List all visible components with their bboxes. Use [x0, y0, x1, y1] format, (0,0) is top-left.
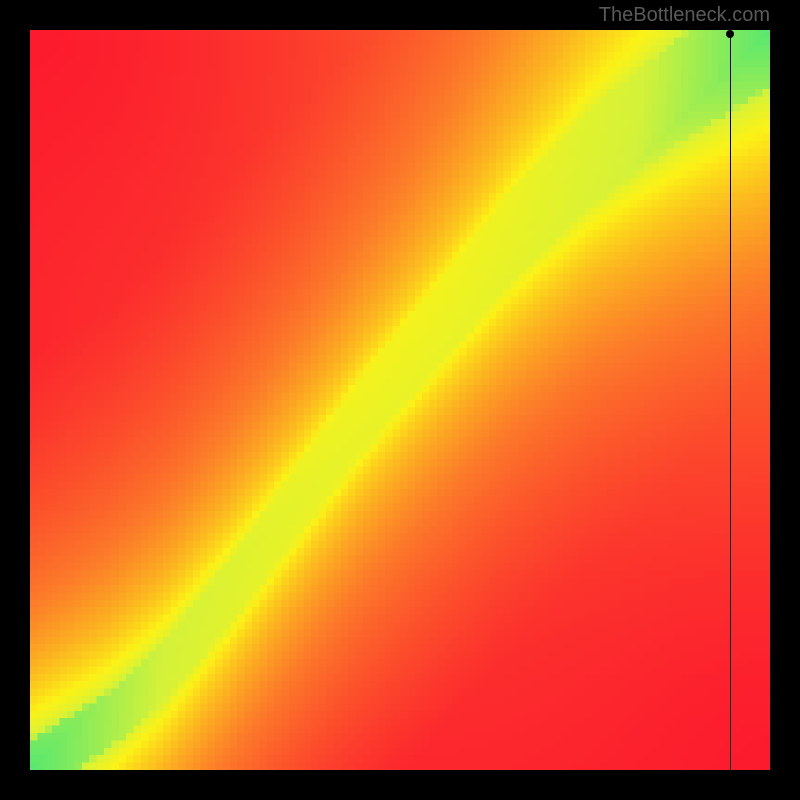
marker-dot	[726, 30, 734, 38]
heatmap-container	[30, 30, 770, 770]
heatmap-canvas	[30, 30, 770, 770]
watermark-text: TheBottleneck.com	[599, 4, 770, 27]
vertical-indicator-line	[730, 30, 731, 770]
